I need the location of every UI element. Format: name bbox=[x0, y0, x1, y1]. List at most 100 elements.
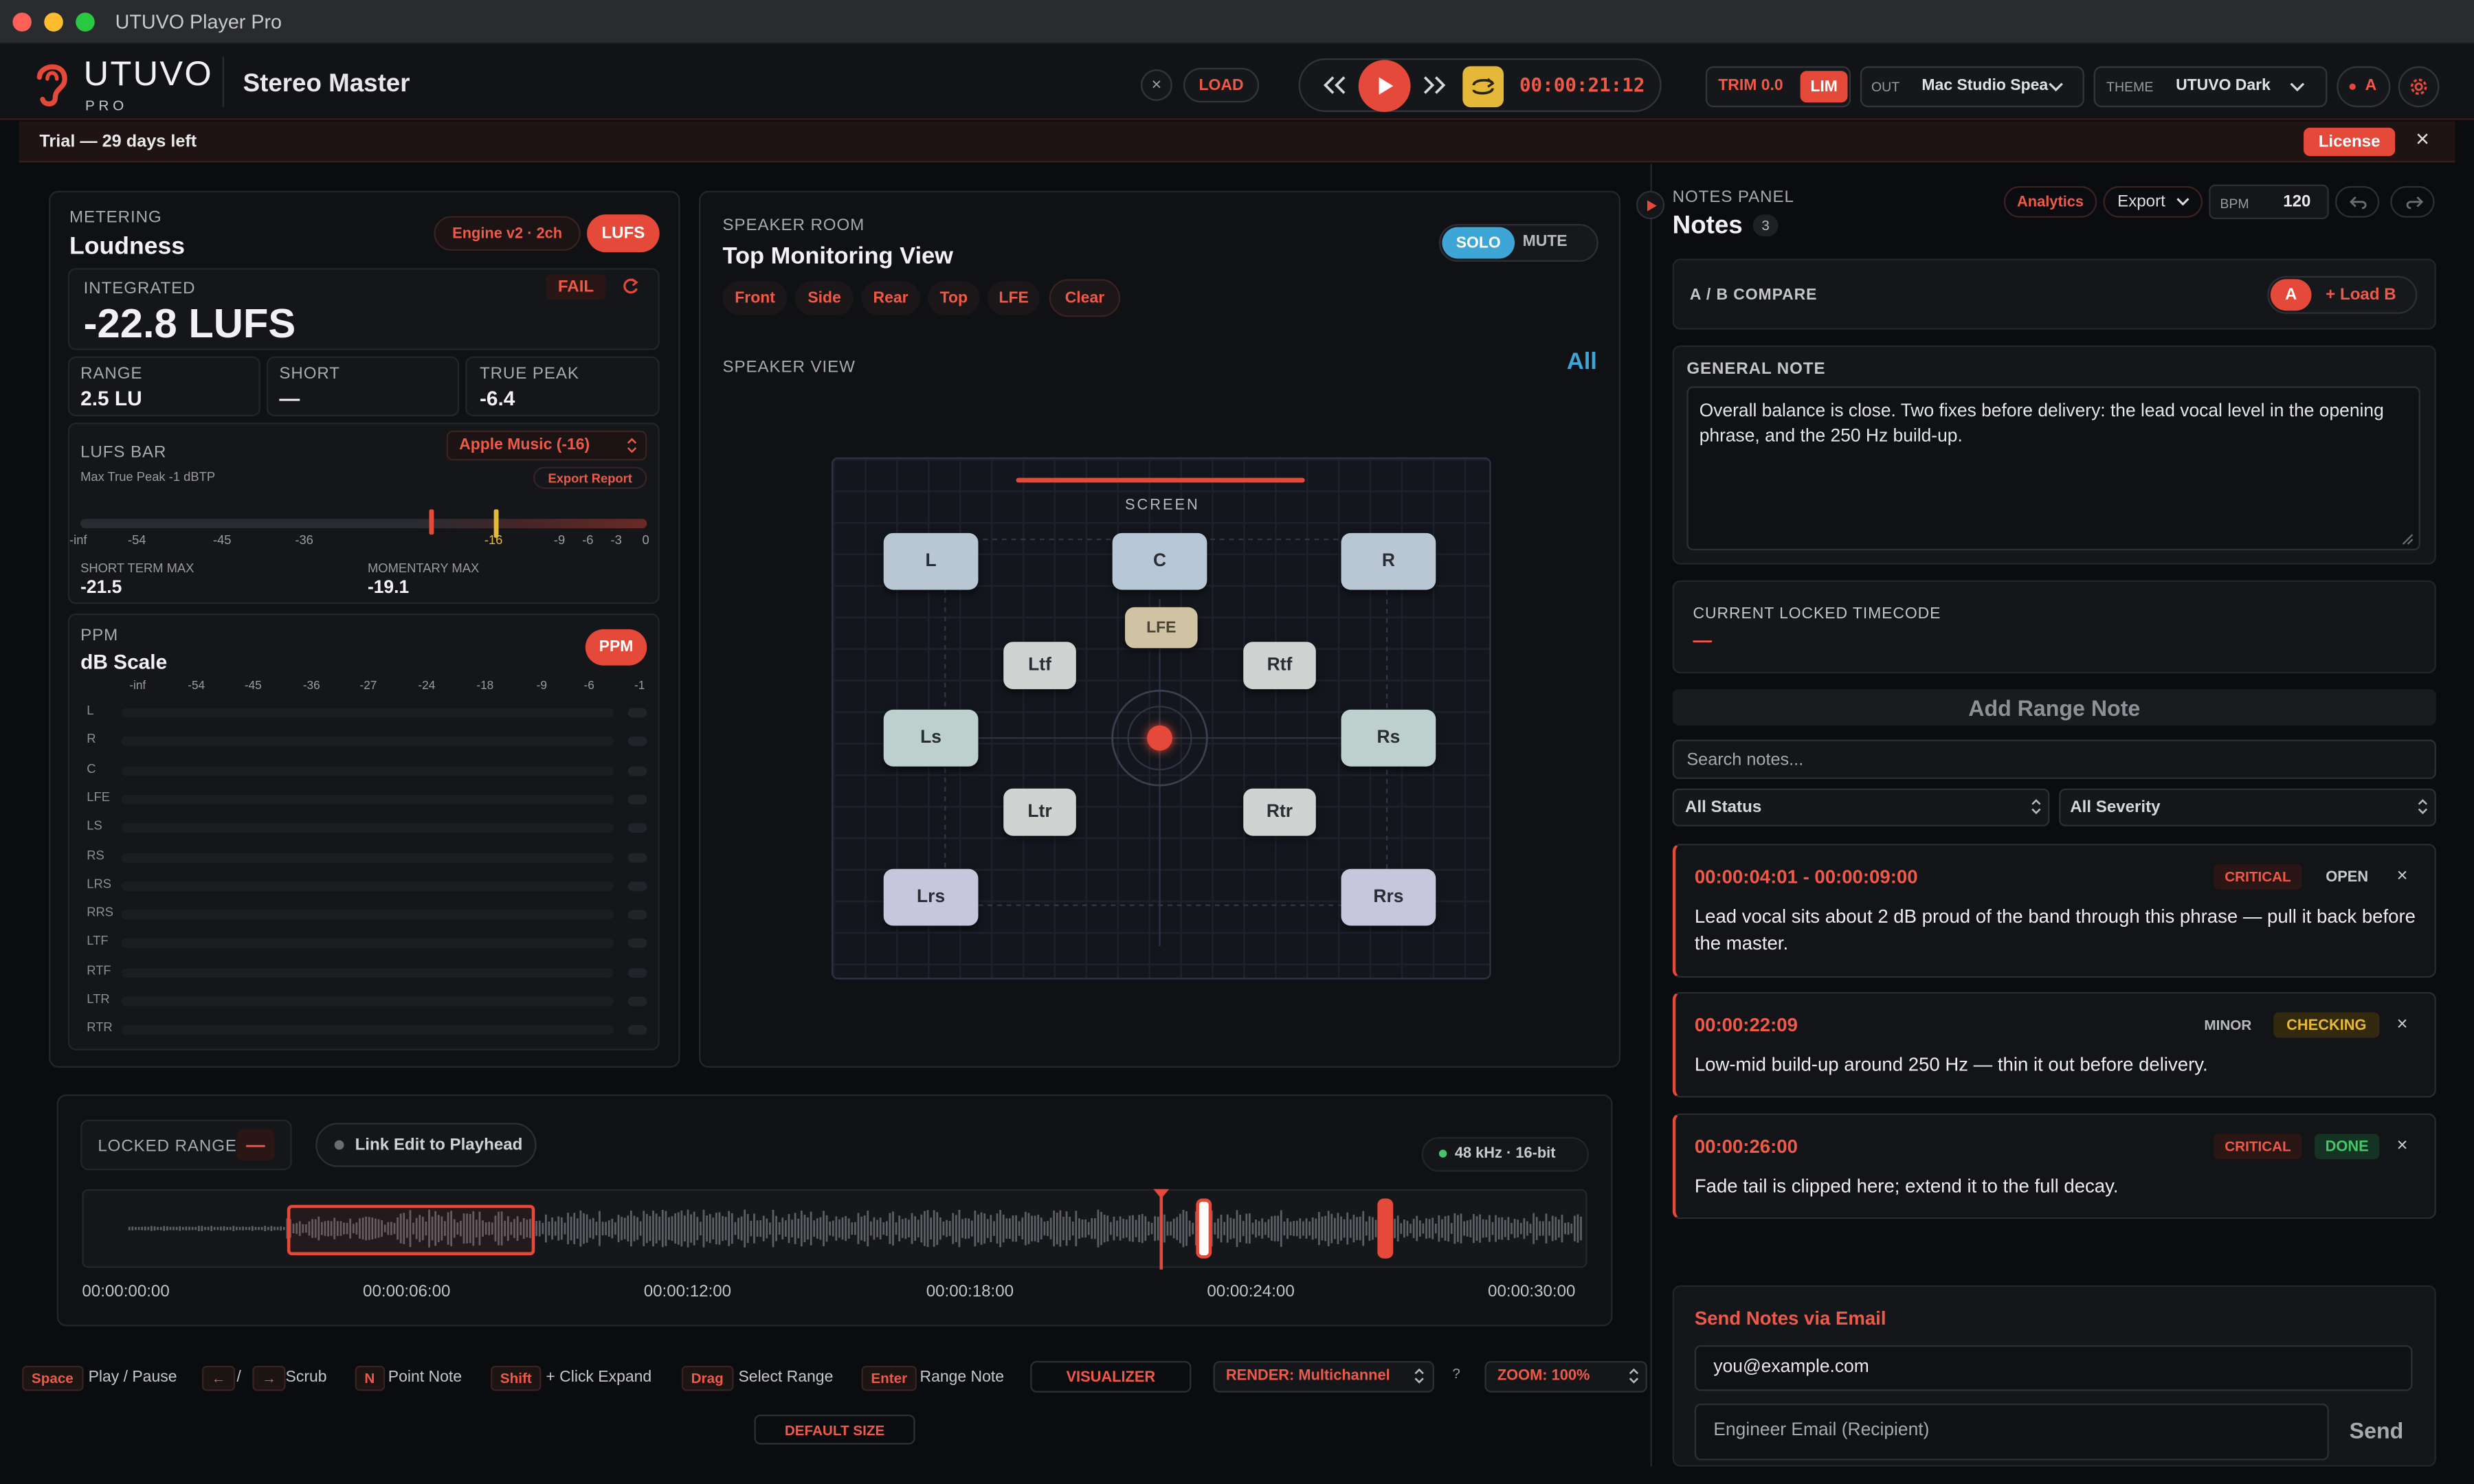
note-time: 00:00:22:09 bbox=[1694, 1013, 1798, 1037]
close-window-button[interactable] bbox=[12, 12, 32, 32]
clear-button[interactable]: × bbox=[1140, 69, 1172, 101]
locked-range-value[interactable]: — bbox=[236, 1129, 275, 1161]
speaker-Rtr[interactable]: Rtr bbox=[1243, 788, 1316, 836]
lufs-mode-button[interactable]: LUFS bbox=[587, 214, 660, 253]
undo-button[interactable] bbox=[2334, 186, 2380, 218]
speaker-Lrs[interactable]: Lrs bbox=[883, 868, 979, 926]
updown-chevron-icon bbox=[627, 438, 637, 453]
chevron-down-icon bbox=[2049, 82, 2063, 92]
speaker-Ls[interactable]: Ls bbox=[883, 709, 979, 767]
zoom-select[interactable] bbox=[1484, 1360, 1647, 1393]
collapse-notes-button[interactable] bbox=[1636, 190, 1665, 220]
lufs-bar-track bbox=[80, 519, 647, 528]
filter-side[interactable]: Side bbox=[795, 280, 854, 316]
resize-grip-icon[interactable] bbox=[2398, 530, 2414, 546]
zoom-window-button[interactable] bbox=[76, 12, 95, 32]
help-button[interactable]: ? bbox=[1452, 1365, 1460, 1382]
render-select[interactable] bbox=[1213, 1360, 1434, 1393]
ppm-mode-button[interactable]: PPM bbox=[585, 629, 647, 666]
lufs-tick: -16 bbox=[484, 532, 503, 548]
load-button[interactable]: LOAD bbox=[1183, 67, 1260, 103]
mute-button[interactable]: MUTE bbox=[1522, 233, 1568, 251]
status-filter-select[interactable] bbox=[1672, 788, 2050, 827]
point-note-marker[interactable] bbox=[1196, 1198, 1212, 1259]
export-dropdown[interactable] bbox=[2103, 186, 2203, 218]
bpm-field[interactable] bbox=[2209, 184, 2329, 220]
load-b-button[interactable]: + Load B bbox=[2326, 285, 2396, 305]
app-logo: UTUVO bbox=[83, 54, 213, 93]
a-button[interactable]: A bbox=[2270, 279, 2312, 311]
lufs-scale: -inf -54 -45 -36 -16 -9 -6 -3 0 bbox=[69, 533, 656, 552]
analytics-button[interactable]: Analytics bbox=[2003, 186, 2097, 218]
note-card[interactable] bbox=[1672, 991, 2436, 1098]
speaker-R[interactable]: R bbox=[1341, 532, 1436, 590]
export-report-button[interactable]: Export Report bbox=[533, 466, 647, 489]
ppm-channel-label: RTF bbox=[87, 963, 111, 978]
note-time: 00:00:26:00 bbox=[1694, 1135, 1798, 1158]
play-button[interactable] bbox=[1358, 60, 1411, 112]
timeline-time: 00:00:00:00 bbox=[82, 1282, 170, 1301]
limiter-button[interactable]: LIM bbox=[1800, 71, 1848, 103]
default-size-button[interactable]: DEFAULT SIZE bbox=[754, 1414, 915, 1445]
filter-top[interactable]: Top bbox=[928, 280, 980, 316]
delete-note-button[interactable]: × bbox=[2396, 1012, 2408, 1035]
note-card[interactable] bbox=[1672, 844, 2436, 978]
settings-button[interactable] bbox=[2398, 66, 2440, 108]
range-box bbox=[67, 356, 260, 416]
loop-icon bbox=[1472, 78, 1495, 95]
integrated-label: INTEGRATED bbox=[83, 279, 196, 298]
send-email-button[interactable]: Send bbox=[2349, 1417, 2404, 1443]
speaker-L[interactable]: L bbox=[883, 532, 979, 590]
minimize-window-button[interactable] bbox=[44, 12, 63, 32]
severity-filter-select[interactable] bbox=[2059, 788, 2436, 827]
status-badge[interactable]: CHECKING bbox=[2273, 1012, 2380, 1038]
speaker-Rrs[interactable]: Rrs bbox=[1341, 868, 1436, 926]
speaker-Rtf[interactable]: Rtf bbox=[1243, 642, 1316, 690]
rewind-icon[interactable] bbox=[1322, 76, 1348, 95]
status-badge[interactable]: DONE bbox=[2315, 1134, 2380, 1160]
delete-note-button[interactable]: × bbox=[2396, 1134, 2408, 1156]
loop-button[interactable] bbox=[1462, 66, 1504, 108]
listener-position-dot[interactable] bbox=[1147, 725, 1172, 751]
filter-rear[interactable]: Rear bbox=[861, 280, 920, 316]
point-note-marker[interactable] bbox=[1377, 1198, 1394, 1259]
email-recipient-input[interactable] bbox=[1694, 1403, 2329, 1461]
filter-lfe[interactable]: LFE bbox=[988, 280, 1040, 316]
link-edit-toggle[interactable] bbox=[315, 1123, 537, 1167]
selected-range[interactable] bbox=[287, 1204, 535, 1256]
filter-clear-button[interactable]: Clear bbox=[1049, 279, 1121, 317]
target-select[interactable] bbox=[446, 430, 647, 461]
speaker-Rs[interactable]: Rs bbox=[1341, 709, 1436, 767]
ab-indicator[interactable] bbox=[2337, 66, 2391, 108]
solo-button[interactable]: SOLO bbox=[1442, 227, 1515, 259]
note-card[interactable] bbox=[1672, 1113, 2436, 1219]
add-range-note-button[interactable]: Add Range Note bbox=[1672, 689, 2436, 726]
filter-front[interactable]: Front bbox=[722, 280, 788, 316]
status-badge[interactable]: OPEN bbox=[2326, 868, 2369, 886]
notes-title: Notes bbox=[1672, 212, 1743, 240]
search-notes-input[interactable] bbox=[1672, 739, 2436, 779]
speaker-LFE[interactable]: LFE bbox=[1124, 607, 1198, 649]
short-value: — bbox=[279, 386, 300, 410]
license-button[interactable]: License bbox=[2304, 127, 2396, 157]
theme-select[interactable] bbox=[2093, 66, 2328, 108]
redo-button[interactable] bbox=[2390, 186, 2435, 218]
playhead-handle[interactable] bbox=[1153, 1189, 1170, 1199]
general-note-textarea[interactable] bbox=[1686, 386, 2420, 551]
refresh-icon[interactable] bbox=[622, 278, 639, 295]
delete-note-button[interactable]: × bbox=[2396, 864, 2408, 887]
email-from-input[interactable] bbox=[1694, 1345, 2413, 1391]
speaker-C[interactable]: C bbox=[1112, 532, 1207, 590]
visualizer-button[interactable]: VISUALIZER bbox=[1030, 1360, 1192, 1393]
all-speakers-link[interactable]: All bbox=[1566, 348, 1597, 376]
fast-forward-icon[interactable] bbox=[1422, 76, 1447, 95]
speaker-Ltf[interactable]: Ltf bbox=[1003, 642, 1076, 690]
trim-value[interactable]: TRIM 0.0 bbox=[1718, 77, 1783, 95]
playhead[interactable] bbox=[1159, 1193, 1163, 1270]
speaker-Ltr[interactable]: Ltr bbox=[1003, 788, 1076, 836]
metering-title: Loudness bbox=[69, 233, 186, 260]
screen-bar bbox=[1016, 477, 1305, 483]
output-select[interactable] bbox=[1860, 66, 2084, 108]
engine-badge[interactable]: Engine v2 · 2ch bbox=[434, 216, 581, 251]
dismiss-trial-button[interactable]: × bbox=[2416, 126, 2430, 153]
